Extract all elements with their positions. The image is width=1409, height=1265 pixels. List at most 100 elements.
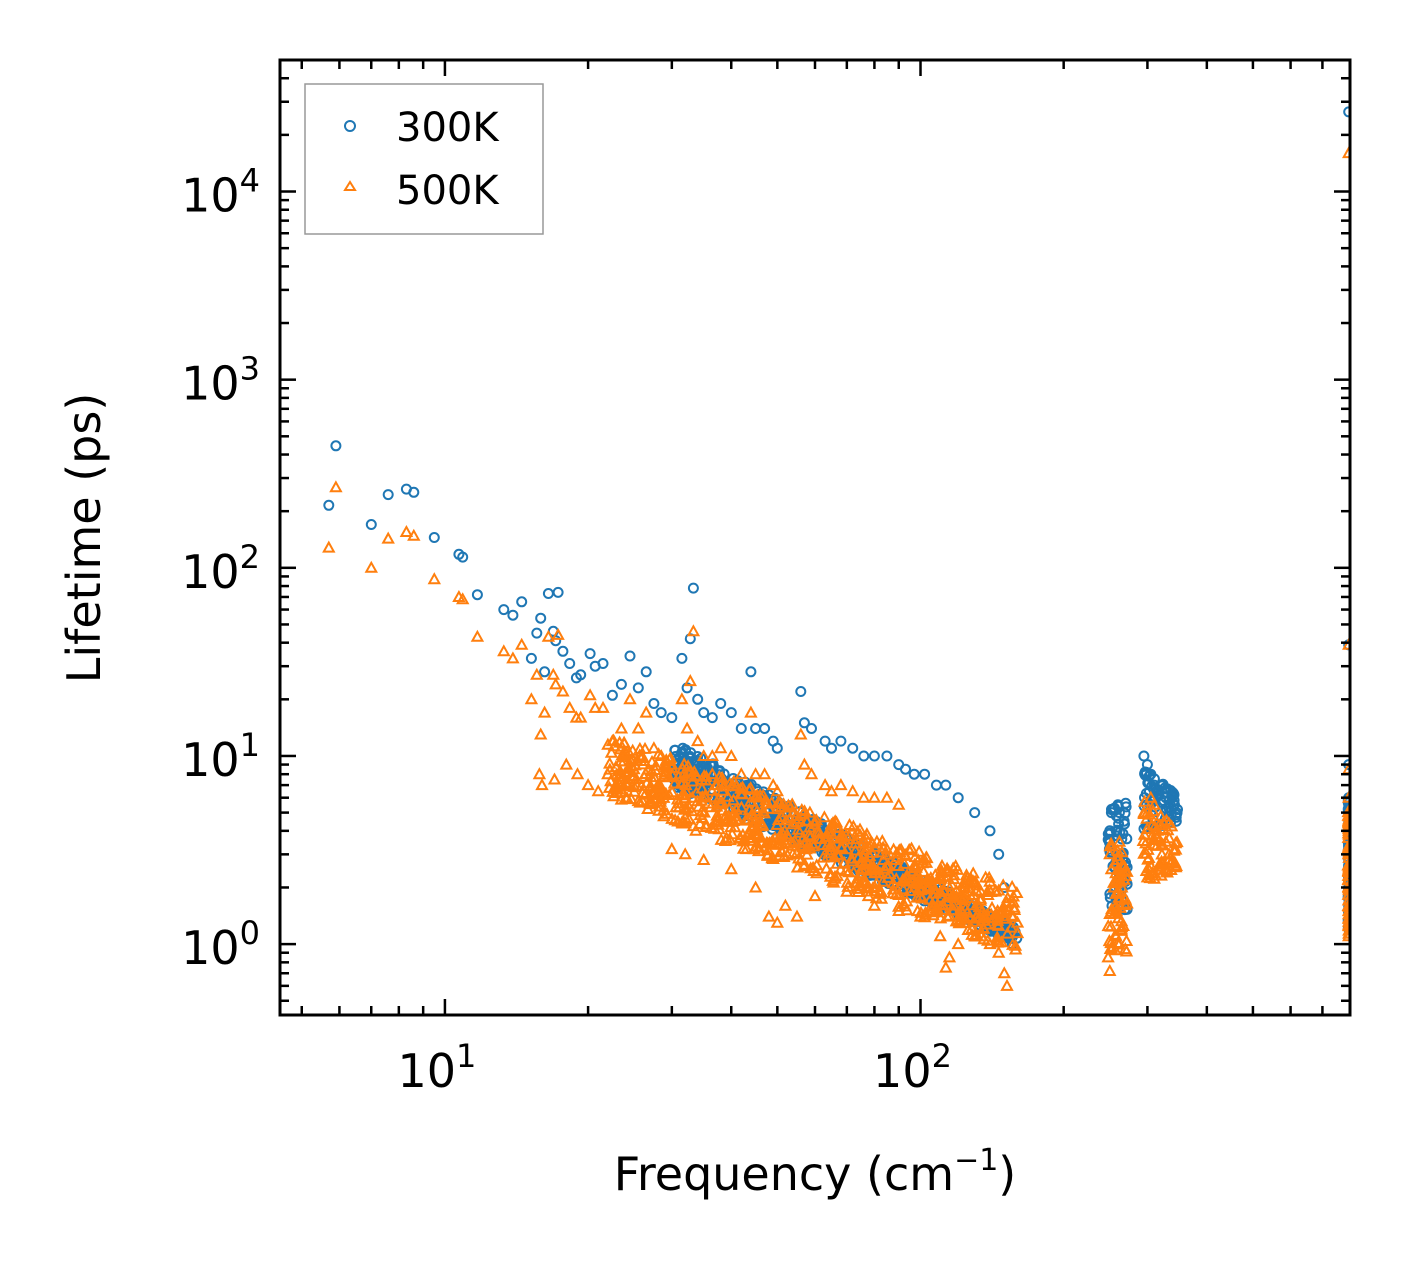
data-point-500K: [1140, 821, 1154, 834]
legend-box: [304, 83, 544, 235]
data-point-500K: [774, 810, 789, 823]
data-point-500K: [654, 748, 668, 761]
data-point-500K: [710, 799, 724, 812]
data-point-500K: [574, 710, 588, 723]
data-point-500K: [714, 741, 728, 754]
data-point-500K: [828, 871, 842, 884]
data-point-500K: [1112, 890, 1126, 903]
data-point-300K: [1152, 785, 1163, 797]
data-point-500K: [676, 775, 690, 788]
data-point-300K: [687, 582, 699, 594]
data-point-500K: [939, 960, 953, 973]
data-point-300K: [1104, 825, 1116, 837]
data-point-500K: [748, 767, 763, 780]
data-point-500K: [734, 800, 749, 813]
data-point-500K: [1103, 963, 1117, 976]
data-point-500K: [1101, 919, 1115, 932]
data-point-300K: [680, 744, 692, 756]
data-point-500K: [724, 748, 738, 761]
data-point-500K: [805, 836, 820, 849]
data-point-500K: [793, 825, 807, 838]
data-point-300K: [1155, 779, 1167, 791]
data-point-300K: [471, 589, 483, 601]
data-point-500K: [766, 837, 780, 850]
data-point-300K: [539, 666, 551, 678]
data-point-300K: [735, 723, 747, 734]
data-point-500K: [762, 835, 777, 848]
data-point-500K: [695, 790, 709, 803]
data-point-500K: [861, 889, 876, 902]
data-point-500K: [892, 797, 906, 810]
data-point-300K: [382, 489, 394, 501]
data-point-300K: [984, 825, 996, 837]
legend-label-300k: 300K: [396, 105, 500, 151]
data-point-500K: [963, 909, 977, 922]
data-point-500K: [924, 898, 939, 911]
data-point-300K: [1120, 797, 1132, 809]
data-point-500K: [904, 841, 919, 854]
data-point-500K: [829, 820, 843, 833]
data-point-500K: [756, 788, 770, 801]
y-tick-label-base: 10: [181, 733, 240, 787]
data-point-300K: [640, 666, 652, 678]
data-point-500K: [665, 785, 679, 798]
data-point-500K: [1111, 852, 1125, 865]
data-point-500K: [588, 700, 602, 713]
data-point-500K: [983, 937, 997, 950]
data-point-500K: [697, 748, 711, 761]
data-point-500K: [1148, 868, 1163, 881]
data-point-300K: [759, 723, 771, 734]
data-point-500K: [742, 831, 757, 844]
data-point-300K: [1145, 768, 1157, 780]
data-point-500K: [739, 842, 754, 855]
data-point-500K: [934, 866, 949, 879]
data-point-500K: [563, 700, 577, 713]
data-point-500K: [942, 908, 956, 921]
data-point-500K: [741, 812, 756, 825]
y-tick-label-exponent: 3: [240, 350, 260, 388]
data-point-500K: [506, 651, 520, 664]
data-point-300K: [606, 689, 618, 701]
data-point-500K: [1119, 869, 1133, 882]
y-tick-label-exponent: 1: [240, 726, 260, 764]
data-point-500K: [675, 692, 689, 705]
data-point-500K: [515, 637, 529, 650]
data-point-300K: [1143, 770, 1155, 782]
data-point-300K: [648, 698, 660, 709]
data-point-500K: [645, 781, 659, 794]
data-point-500K: [699, 819, 713, 832]
data-point-500K: [711, 810, 725, 823]
data-point-500K: [541, 629, 556, 642]
data-point-500K: [834, 840, 848, 853]
data-point-500K: [1006, 895, 1021, 908]
data-point-500K: [909, 858, 923, 871]
data-point-500K: [776, 797, 791, 810]
data-point-500K: [833, 862, 848, 875]
data-point-500K: [583, 688, 597, 701]
data-point-500K: [817, 810, 832, 823]
data-point-500K: [823, 869, 838, 882]
data-point-500K: [1167, 842, 1182, 855]
data-point-500K: [1142, 850, 1156, 863]
data-point-500K: [857, 875, 871, 888]
y-tick-label: 101: [181, 726, 260, 787]
data-point-500K: [965, 921, 979, 934]
data-point-500K: [591, 784, 605, 797]
data-point-500K: [1004, 908, 1019, 921]
data-point-500K: [819, 861, 834, 874]
x-tick-label-exponent: 2: [932, 1037, 952, 1075]
data-point-500K: [775, 845, 790, 858]
data-point-500K: [847, 865, 861, 878]
data-point-300K: [868, 750, 880, 762]
data-point-500K: [966, 887, 981, 900]
data-point-500K: [721, 789, 735, 802]
data-point-500K: [942, 950, 957, 963]
data-point-300K: [575, 669, 587, 681]
data-point-500K: [709, 777, 723, 790]
data-point-500K: [770, 915, 784, 928]
data-point-500K: [838, 832, 852, 845]
data-point-500K: [830, 856, 844, 869]
data-point-500K: [1154, 862, 1168, 875]
data-point-500K: [744, 705, 758, 718]
data-point-500K: [933, 929, 947, 942]
